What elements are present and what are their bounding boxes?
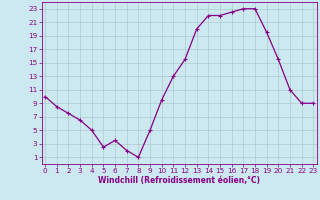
X-axis label: Windchill (Refroidissement éolien,°C): Windchill (Refroidissement éolien,°C) [98,176,260,185]
